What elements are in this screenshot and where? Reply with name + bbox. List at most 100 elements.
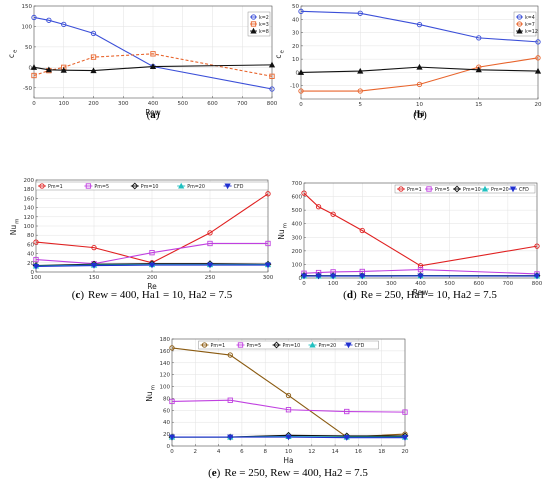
x-tick-label: 20 bbox=[535, 102, 542, 108]
y-tick-label: 140 bbox=[160, 361, 171, 367]
caption-text: Re = 250, Ha1 = 10, Ha2 = 7.5 bbox=[361, 289, 498, 301]
data-point bbox=[357, 10, 363, 16]
y-tick-label: 120 bbox=[160, 373, 171, 379]
y-tick-label: 80 bbox=[163, 396, 170, 402]
series-k=7 bbox=[298, 55, 541, 94]
legend-marker bbox=[516, 21, 523, 27]
legend-label: Pm=10 bbox=[283, 343, 301, 349]
x-tick-label: 0 bbox=[170, 449, 174, 455]
data-point bbox=[269, 86, 275, 92]
y-tick-label: 30 bbox=[292, 31, 299, 37]
legend-label: Pm=20 bbox=[319, 343, 337, 349]
data-point bbox=[168, 434, 176, 441]
y-tick-label: 400 bbox=[292, 222, 303, 228]
x-tick-label: 800 bbox=[532, 281, 543, 287]
caption-close-paren: ) bbox=[156, 109, 160, 121]
y-tick-label: 120 bbox=[24, 215, 35, 221]
caption-letter: c bbox=[75, 289, 80, 301]
legend-label: Pm=20 bbox=[187, 184, 205, 190]
legend-marker bbox=[39, 183, 45, 189]
y-tick-label: 60 bbox=[27, 242, 34, 248]
chart-panel-c: 100 150 200 250 300 0 20 40 60 80 100 120 140 160 180 2… bbox=[9, 178, 274, 301]
caption-close-paren: ) bbox=[217, 467, 221, 479]
legend-label: k=3 bbox=[259, 22, 269, 28]
x-tick-label: 600 bbox=[207, 101, 218, 107]
data-point bbox=[330, 211, 336, 217]
legend-label: Pm=10 bbox=[463, 187, 481, 193]
x-tick-label: 400 bbox=[415, 281, 426, 287]
data-point bbox=[150, 51, 156, 57]
data-point bbox=[285, 407, 292, 413]
data-point bbox=[416, 21, 423, 28]
series-CFD bbox=[32, 262, 272, 270]
data-point bbox=[417, 266, 424, 273]
x-tick-label: 12 bbox=[308, 449, 315, 455]
legend-marker bbox=[273, 341, 280, 349]
data-point bbox=[149, 63, 157, 70]
y-tick-label: 20 bbox=[27, 261, 34, 267]
data-point bbox=[416, 63, 423, 70]
legend-box bbox=[35, 181, 269, 191]
data-point bbox=[45, 66, 52, 73]
legend-label: Pm=5 bbox=[247, 343, 262, 349]
y-axis-label-subscript: e bbox=[13, 49, 19, 53]
y-tick-label: 0 bbox=[29, 65, 33, 71]
legend: Pm=1 Pm=5 Pm=10 Pm=20 CFD bbox=[35, 181, 269, 191]
legend-label: CFD bbox=[234, 184, 244, 190]
y-axis-label-subscript: m bbox=[15, 218, 21, 223]
chart-panel-b: 0 5 10 15 20 -10 0 10 20 30 40 50 Ha ce k=4k=7k=12 (b) bbox=[274, 4, 542, 121]
y-tick-label: 300 bbox=[292, 235, 303, 241]
legend-marker bbox=[224, 183, 231, 190]
y-axis-label-group: ce bbox=[7, 49, 19, 58]
data-point bbox=[90, 67, 97, 74]
panel-caption: (a) bbox=[147, 109, 160, 121]
data-point bbox=[46, 17, 52, 23]
x-tick-label: 5 bbox=[359, 102, 363, 108]
legend-marker bbox=[426, 186, 432, 192]
legend-label: k=2 bbox=[259, 15, 269, 21]
x-tick-label: 2 bbox=[194, 449, 198, 455]
chart-panel-e: 0 2 4 6 8 10 12 14 16 18 20 0 20 40 60 80 100 120 140 160 18… bbox=[145, 337, 409, 479]
data-point bbox=[357, 88, 363, 94]
y-axis-label: Nu bbox=[145, 391, 154, 402]
data-point bbox=[91, 244, 97, 251]
legend-box bbox=[198, 340, 379, 350]
x-tick-label: 14 bbox=[332, 449, 339, 455]
x-tick-label: 200 bbox=[147, 275, 158, 281]
x-tick-label: 10 bbox=[285, 449, 292, 455]
caption-letter: d bbox=[347, 289, 353, 301]
y-tick-label: 100 bbox=[292, 262, 303, 268]
legend-label: k=12 bbox=[525, 29, 538, 35]
x-tick-label: 10 bbox=[416, 102, 423, 108]
data-point bbox=[359, 273, 366, 280]
y-tick-label: 100 bbox=[22, 24, 33, 30]
series-k=8 bbox=[30, 61, 276, 74]
x-tick-label: 700 bbox=[237, 101, 248, 107]
data-point bbox=[475, 66, 482, 73]
data-point bbox=[285, 434, 292, 441]
y-tick-label: 700 bbox=[292, 181, 303, 187]
data-point bbox=[31, 14, 37, 21]
data-point bbox=[33, 239, 39, 245]
series-k=2 bbox=[31, 14, 275, 92]
data-point bbox=[344, 408, 350, 415]
legend-marker bbox=[516, 27, 523, 34]
x-tick-label: 200 bbox=[88, 101, 99, 107]
legend-marker bbox=[250, 21, 257, 27]
data-point bbox=[533, 273, 541, 280]
series-k=4 bbox=[298, 8, 541, 45]
y-tick-label: 10 bbox=[292, 57, 299, 63]
y-tick-label: 100 bbox=[160, 385, 171, 391]
caption-close-paren: ) bbox=[423, 109, 427, 121]
data-point bbox=[417, 263, 424, 269]
legend-label: Pm=5 bbox=[94, 184, 109, 190]
data-point bbox=[148, 262, 156, 269]
data-point bbox=[315, 273, 322, 280]
data-point bbox=[535, 39, 541, 45]
series-k=12 bbox=[297, 63, 542, 75]
caption-open-paren: ( bbox=[147, 109, 151, 121]
series-line bbox=[33, 53, 273, 77]
y-axis-label: c bbox=[274, 54, 283, 58]
data-point bbox=[169, 398, 175, 405]
